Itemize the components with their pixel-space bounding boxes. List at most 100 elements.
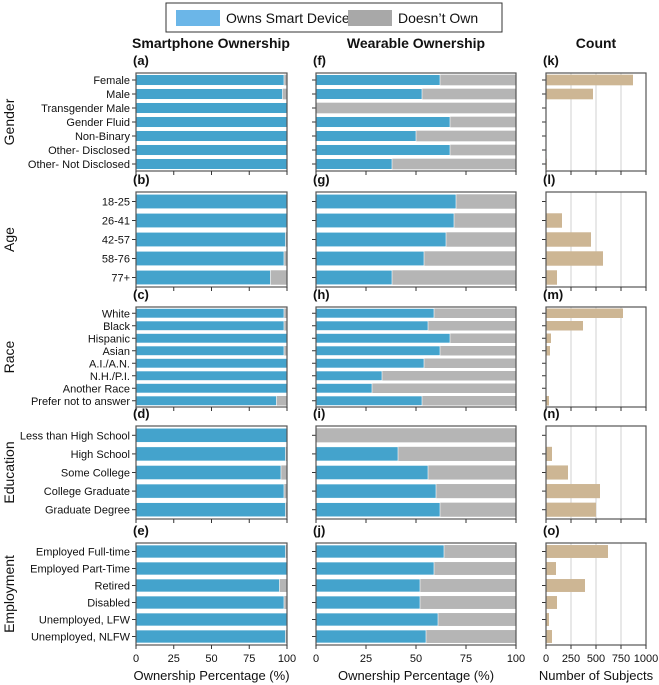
x-tick-label: 1000 — [634, 653, 658, 665]
bar-owns-smartphone — [135, 88, 283, 100]
group-label-employment: Employment — [1, 555, 17, 633]
x-tick-label: 50 — [410, 653, 422, 665]
x-axis-label: Ownership Percentage (%) — [338, 668, 494, 683]
bar-owns-smartphone — [135, 465, 282, 480]
category-label: College Graduate — [44, 486, 130, 498]
x-axis-label: Ownership Percentage (%) — [133, 668, 289, 683]
category-label: A.I./A.N. — [89, 358, 130, 370]
bar-owns-wearable — [315, 578, 421, 593]
bar-owns-smartphone — [135, 544, 286, 559]
bar-owns-smartphone — [135, 158, 288, 170]
bar-count — [546, 484, 600, 499]
category-label: Prefer not to answer — [31, 396, 130, 408]
x-tick-label: 25 — [360, 653, 372, 665]
bar-owns-smartphone — [135, 483, 285, 499]
panel-label: (o) — [543, 523, 560, 538]
category-label: 18-25 — [102, 197, 130, 209]
category-label: 42-57 — [102, 235, 130, 247]
panel-frame — [315, 542, 517, 646]
bar-owns-smartphone — [135, 595, 285, 610]
category-label: Non-Binary — [75, 131, 131, 143]
category-label: Male — [106, 89, 130, 101]
bar-count — [546, 346, 550, 356]
category-label: Asian — [102, 346, 130, 358]
bar-owns-wearable — [315, 308, 435, 319]
panel-label: (n) — [543, 406, 560, 421]
bar-not-own — [316, 383, 516, 393]
bar-owns-smartphone — [135, 578, 280, 593]
bar-count — [546, 545, 608, 558]
bar-count — [546, 74, 633, 86]
bar-count — [546, 502, 596, 517]
category-label: Other- Disclosed — [48, 145, 130, 157]
bar-owns-wearable — [315, 158, 393, 170]
bar-owns-wearable — [315, 88, 423, 100]
column-title-0: Smartphone Ownership — [132, 35, 290, 51]
bar-count — [546, 251, 603, 266]
category-label: Another Race — [63, 383, 130, 395]
x-axis-label: Number of Subjects — [539, 668, 654, 683]
bar-count — [546, 321, 583, 331]
panel-label: (i) — [313, 406, 325, 421]
bar-owns-smartphone — [135, 116, 288, 128]
bar-owns-smartphone — [135, 629, 286, 644]
bar-count — [546, 562, 556, 575]
group-label-race: Race — [1, 340, 17, 373]
bar-owns-smartphone — [135, 231, 286, 248]
panel-label: (j) — [313, 523, 325, 538]
bar-count — [546, 579, 585, 592]
bar-owns-wearable — [315, 561, 435, 576]
bar-owns-smartphone — [135, 269, 271, 286]
bar-owns-wearable — [315, 250, 425, 267]
bar-count — [546, 446, 552, 461]
category-label: Employed Full-time — [36, 547, 130, 559]
bar-count — [546, 333, 551, 343]
x-tick-label: 750 — [612, 653, 630, 665]
bar-count — [546, 88, 593, 100]
group-label-age: Age — [1, 227, 17, 252]
bar-owns-wearable — [315, 544, 445, 559]
legend-box — [165, 2, 503, 33]
bar-owns-smartphone — [135, 502, 286, 518]
bar-count — [546, 270, 557, 285]
category-label: Graduate Degree — [45, 505, 130, 517]
x-tick-label: 25 — [168, 653, 180, 665]
bar-owns-wearable — [315, 333, 451, 344]
bar-owns-wearable — [315, 370, 383, 381]
x-tick-label: 75 — [243, 653, 255, 665]
bar-owns-smartphone — [135, 561, 288, 576]
category-label: Some College — [61, 468, 130, 480]
panel-label: (k) — [543, 53, 559, 68]
x-tick-label: 100 — [507, 653, 525, 665]
category-label: Less than High School — [20, 430, 130, 442]
bar-owns-wearable — [315, 446, 399, 462]
bar-owns-wearable — [315, 465, 429, 480]
category-label: 26-41 — [102, 216, 130, 228]
bar-owns-smartphone — [135, 345, 285, 356]
bar-owns-smartphone — [135, 320, 285, 331]
bar-owns-wearable — [315, 144, 451, 156]
panel-label: (d) — [133, 406, 150, 421]
group-label-gender: Gender — [1, 98, 17, 145]
bar-not-own — [316, 371, 516, 381]
bar-owns-wearable — [315, 116, 451, 128]
category-label: 58-76 — [102, 254, 130, 266]
bar-owns-smartphone — [135, 193, 288, 210]
bar-owns-wearable — [315, 629, 427, 644]
legend-swatch-1 — [348, 10, 392, 26]
bar-owns-wearable — [315, 395, 423, 406]
panel-label: (e) — [133, 523, 149, 538]
category-label: High School — [71, 449, 130, 461]
bar-owns-smartphone — [135, 383, 288, 394]
bar-owns-wearable — [315, 383, 373, 394]
category-label: Unemployed, LFW — [39, 615, 131, 627]
bar-count — [546, 630, 552, 643]
bar-owns-smartphone — [135, 102, 288, 114]
panel-label: (m) — [543, 287, 563, 302]
category-label: Retired — [95, 581, 130, 593]
bar-count — [546, 308, 623, 318]
bar-owns-smartphone — [135, 212, 288, 229]
panel-frame — [135, 542, 288, 646]
legend-label-0: Owns Smart Device — [226, 10, 350, 26]
bar-owns-smartphone — [135, 74, 285, 86]
